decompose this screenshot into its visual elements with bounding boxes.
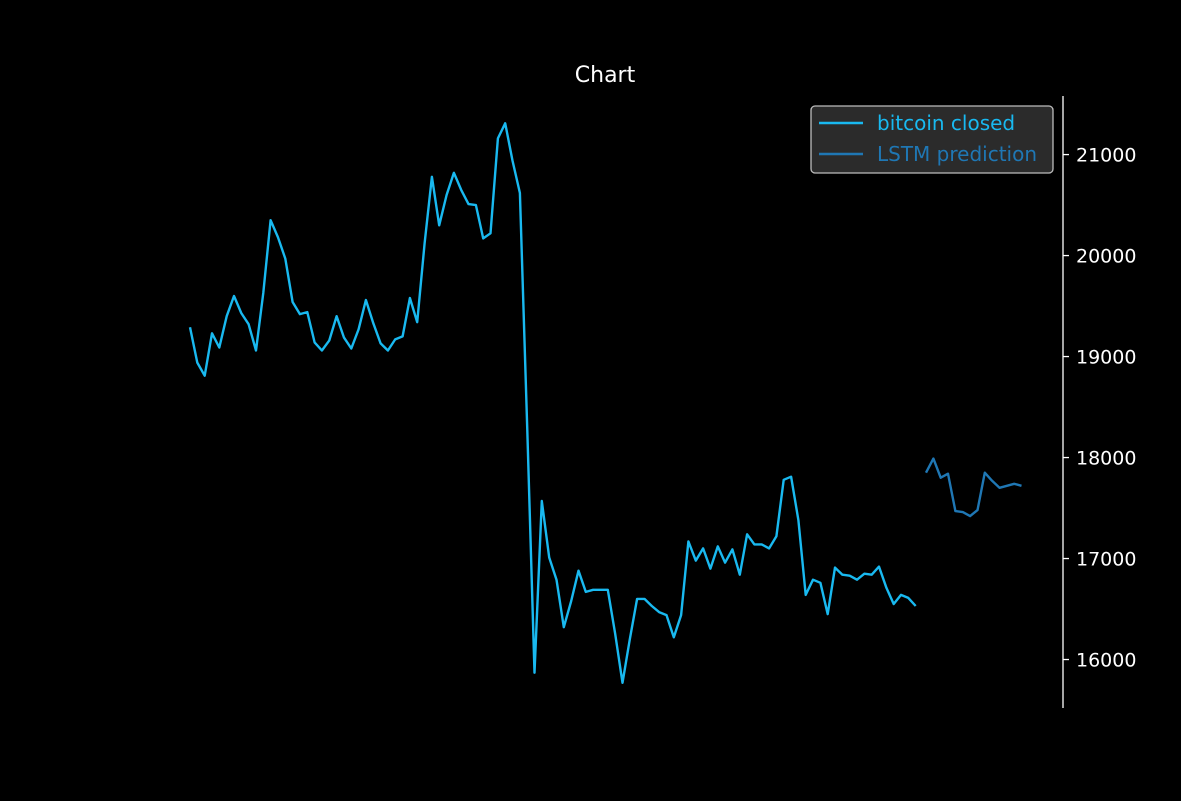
y-axis-ticks: 16000 17000 18000 19000 20000 21000 <box>1063 145 1136 672</box>
legend-box <box>810 105 1054 174</box>
legend: bitcoin closed LSTM prediction <box>810 105 1054 174</box>
y-tick-label: 16000 <box>1076 650 1136 672</box>
legend-label-bitcoin-closed: bitcoin closed <box>877 111 1015 135</box>
chart-title: Chart <box>575 63 636 88</box>
y-tick-label: 17000 <box>1076 549 1136 571</box>
legend-label-lstm-prediction: LSTM prediction <box>877 142 1037 166</box>
series-line-bitcoin-closed <box>188 122 917 684</box>
y-tick-label: 21000 <box>1076 145 1136 167</box>
y-tick-label: 20000 <box>1076 246 1136 268</box>
series-line-lstm-prediction <box>924 457 1022 518</box>
y-tick-label: 19000 <box>1076 347 1136 369</box>
y-tick-label: 18000 <box>1076 448 1136 470</box>
series-layer <box>188 122 1022 684</box>
